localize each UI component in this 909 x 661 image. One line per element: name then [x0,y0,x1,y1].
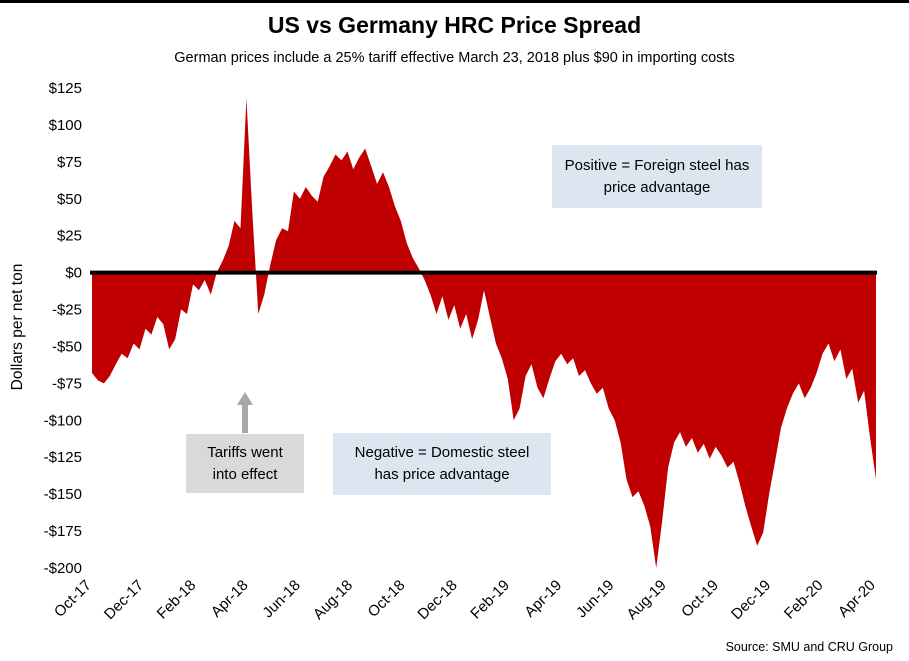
y-axis-tick-label: $75 [57,154,82,171]
y-axis-tick-label: -$50 [52,338,82,355]
y-axis-title: Dollars per net ton [9,263,26,391]
y-axis-tick-label: -$100 [44,412,82,429]
arrow-up-icon [237,392,253,433]
x-axis-tick-label: Dec-17 [101,577,147,623]
y-axis-tick-label: $50 [57,191,82,208]
chart-title: US vs Germany HRC Price Spread [267,12,642,38]
y-axis-tick-label: -$175 [44,523,82,540]
x-axis-tick-label: Apr-18 [208,577,252,621]
chart-subtitle: German prices include a 25% tariff effec… [174,50,735,66]
x-axis-tick-label: Feb-20 [781,577,827,623]
x-axis-tick-label: Feb-18 [154,577,200,623]
y-axis-tick-label: $100 [49,117,82,134]
y-axis-tick-label: -$150 [44,486,82,503]
x-axis-tick-label: Dec-18 [414,577,460,623]
y-axis-tick-label: -$125 [44,449,82,466]
x-axis-tick-label: Apr-19 [521,577,565,621]
y-axis-tick-label: $25 [57,228,82,245]
source-note: Source: SMU and CRU Group [725,640,893,654]
price-spread-area-series [92,98,876,569]
x-axis-tick-label: Feb-19 [467,577,513,623]
negative-annotation: Negative = Domestic steel has price adva… [333,433,551,495]
x-axis-tick-label: Oct-18 [365,577,409,621]
x-axis-tick-label: Dec-19 [728,577,774,623]
x-axis-tick-label: Jun-19 [573,577,617,621]
x-axis-tick-label: Apr-20 [835,577,879,621]
y-axis-tick-label: -$200 [44,560,82,577]
x-axis-tick-label: Oct-17 [51,577,95,621]
x-axis-tick-label: Oct-19 [678,577,722,621]
tariffs-annotation: Tariffs went into effect [186,434,304,493]
y-axis-tick-label: $0 [65,265,82,282]
y-axis-tick-label: -$25 [52,302,82,319]
x-axis-tick-label: Jun-18 [259,577,303,621]
y-axis-tick-label: $125 [49,80,82,97]
y-axis-tick-label: -$75 [52,375,82,392]
x-axis-tick-label: Aug-19 [624,577,670,623]
price-spread-chart: $125 $100 $75 $50 $25 $0 -$25 -$50 -$75 -$100 -$12… [44,80,879,623]
x-axis-tick-label: Aug-18 [310,577,356,623]
positive-annotation: Positive = Foreign steel has price advan… [552,145,762,208]
